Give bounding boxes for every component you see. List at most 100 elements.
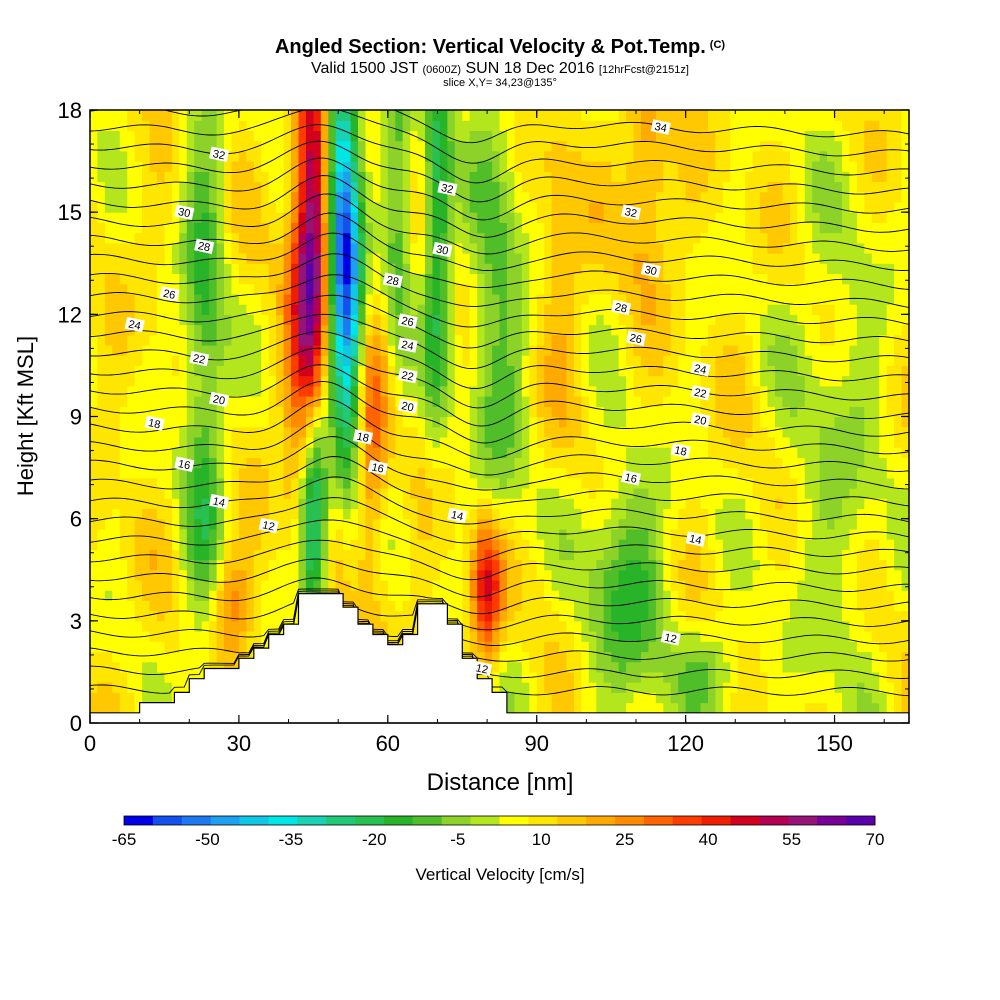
velocity-cell (268, 212, 277, 223)
velocity-cell (380, 293, 389, 305)
velocity-cell (596, 498, 605, 509)
velocity-cell (313, 314, 322, 326)
velocity-cell (618, 467, 627, 479)
velocity-cell (291, 304, 299, 315)
velocity-cell (484, 191, 493, 203)
velocity-cell (320, 263, 329, 274)
velocity-cell (231, 477, 240, 489)
velocity-cell (104, 692, 113, 704)
velocity-cell (611, 406, 620, 418)
velocity-cell (194, 518, 203, 530)
velocity-cell (90, 120, 98, 131)
velocity-cell (335, 488, 344, 499)
velocity-cell (276, 345, 285, 356)
velocity-cell (626, 253, 635, 264)
velocity-cell (581, 590, 590, 601)
velocity-cell (678, 222, 687, 234)
velocity-cell (439, 508, 448, 520)
velocity-cell (171, 651, 180, 663)
velocity-cell (127, 600, 136, 612)
velocity-cell (134, 467, 143, 479)
velocity-cell (410, 396, 419, 407)
velocity-cell (618, 641, 627, 653)
velocity-cell (253, 161, 262, 172)
velocity-cell (611, 140, 620, 152)
velocity-cell (261, 191, 270, 203)
velocity-cell (618, 651, 627, 663)
velocity-cell (447, 436, 456, 448)
velocity-cell (112, 702, 121, 714)
velocity-cell (670, 641, 679, 653)
velocity-cell (97, 355, 106, 366)
velocity-cell (574, 120, 582, 131)
velocity-cell (119, 181, 128, 193)
velocity-cell (700, 283, 709, 295)
velocity-cell (328, 212, 337, 223)
velocity-cell (104, 293, 113, 305)
velocity-cell (224, 416, 232, 428)
velocity-cell (693, 661, 702, 673)
velocity-cell (97, 416, 106, 428)
velocity-cell (134, 610, 143, 622)
velocity-cell (596, 651, 605, 663)
velocity-cell (566, 293, 575, 305)
velocity-cell (90, 293, 98, 305)
velocity-cell (469, 334, 478, 346)
velocity-cell (685, 610, 694, 622)
velocity-cell (492, 488, 501, 499)
velocity-cell (469, 528, 478, 540)
velocity-cell (238, 324, 247, 336)
velocity-cell (380, 283, 389, 295)
velocity-cell (506, 559, 515, 571)
velocity-cell (484, 201, 493, 213)
velocity-cell (380, 324, 389, 336)
velocity-cell (685, 396, 694, 407)
velocity-cell (477, 549, 486, 561)
velocity-cell (484, 334, 493, 346)
velocity-cell (291, 396, 299, 407)
velocity-cell (343, 590, 352, 601)
velocity-cell (112, 293, 121, 305)
velocity-cell (246, 150, 255, 162)
velocity-cell (477, 324, 486, 336)
velocity-cell (291, 171, 299, 183)
velocity-cell (268, 232, 277, 244)
velocity-cell (104, 436, 113, 448)
velocity-cell (551, 140, 560, 152)
velocity-cell (641, 150, 649, 162)
velocity-cell (544, 130, 553, 142)
velocity-cell (209, 385, 218, 397)
velocity-cell (231, 631, 240, 642)
velocity-cell (328, 569, 337, 581)
velocity-cell (209, 488, 218, 499)
velocity-cell (410, 201, 419, 213)
velocity-cell (365, 488, 374, 499)
velocity-cell (149, 140, 158, 152)
velocity-cell (387, 324, 396, 336)
velocity-cell (320, 539, 329, 550)
velocity-cell (119, 355, 128, 366)
velocity-cell (559, 334, 568, 346)
velocity-cell (194, 406, 203, 418)
velocity-cell (149, 242, 158, 254)
velocity-cell (358, 385, 366, 397)
velocity-cell (320, 140, 329, 152)
velocity-cell (335, 273, 344, 285)
velocity-cell (134, 528, 143, 540)
velocity-cell (97, 406, 106, 418)
velocity-cell (179, 539, 188, 550)
velocity-cell (603, 651, 612, 663)
velocity-cell (655, 212, 664, 223)
velocity-cell (588, 283, 597, 295)
velocity-cell (477, 304, 486, 315)
velocity-cell (417, 549, 426, 561)
velocity-cell (313, 508, 322, 520)
velocity-cell (603, 457, 612, 469)
velocity-cell (693, 191, 702, 203)
velocity-cell (581, 345, 590, 356)
velocity-cell (596, 222, 605, 234)
velocity-cell (90, 181, 98, 193)
velocity-cell (253, 539, 262, 550)
velocity-cell (447, 518, 456, 530)
velocity-cell (238, 610, 247, 622)
